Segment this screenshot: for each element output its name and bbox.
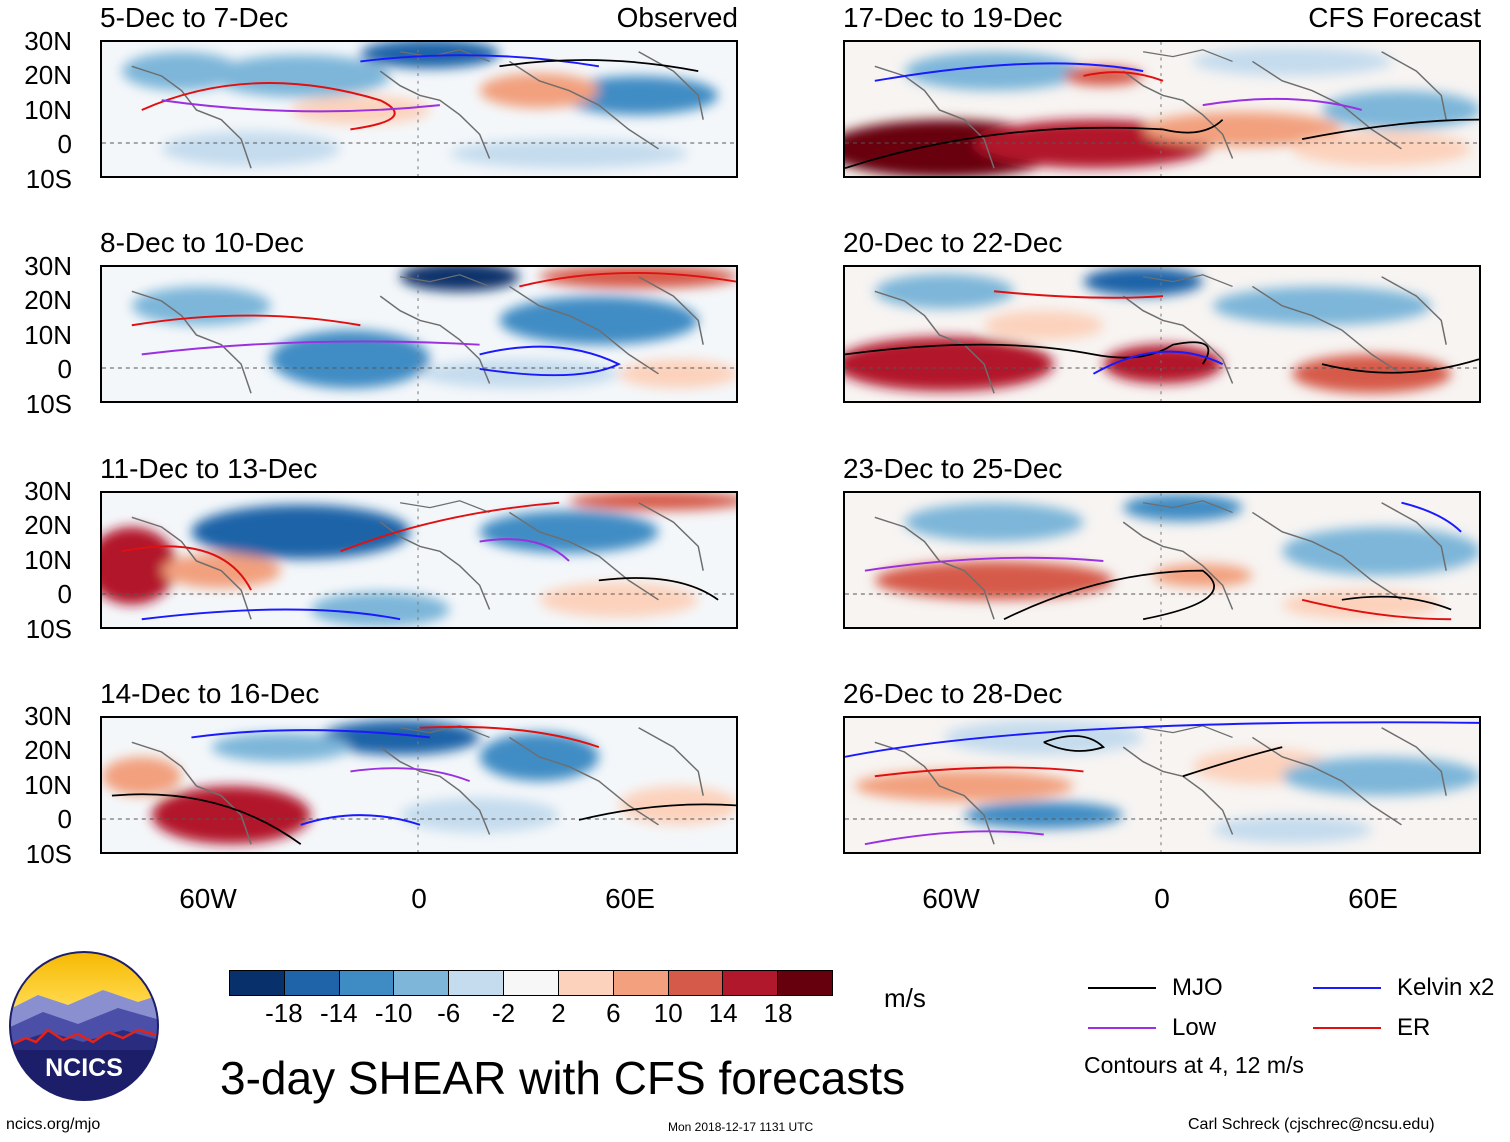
map-panel-right-3: 23-Dec to 25-Dec [843,453,1481,629]
colorbar-tick: -14 [320,998,358,1028]
panel-title: 14-Dec to 16-Dec [100,678,320,709]
panel-title: 17-Dec to 19-Dec [843,2,1063,33]
lon-tick: 60E [1348,883,1398,914]
colorbar-tick: 14 [708,998,738,1028]
colorbar-swatch [338,971,394,995]
map-panel-left-3: 11-Dec to 13-Dec [100,453,738,629]
shear-map [100,716,738,854]
colorbar [229,970,833,996]
logo-text: NCICS [45,1054,123,1082]
colorbar-tick: -6 [437,998,461,1028]
legend-line [1088,987,1156,989]
lat-tick: 20N [24,510,72,540]
panel-title: 26-Dec to 28-Dec [843,678,1063,709]
lon-tick: 0 [1154,883,1170,914]
colorbar-swatch [777,971,832,995]
colorbar-swatch [722,971,778,995]
colorbar-tick: 2 [551,998,566,1028]
footer-timestamp: Mon 2018-12-17 1131 UTC [668,1120,814,1134]
footer-link[interactable]: ncics.org/mjo [6,1116,101,1133]
colorbar-swatch [667,971,723,995]
colorbar-tick: 18 [763,998,793,1028]
map-panel-right-4: 26-Dec to 28-Dec [843,678,1481,854]
lat-tick: 20N [24,285,72,315]
map-panel-right-1: 17-Dec to 19-Dec CFS Forecast [843,2,1481,178]
panel-title: 20-Dec to 22-Dec [843,227,1063,258]
panel-title: 8-Dec to 10-Dec [100,227,304,258]
lon-tick: 60W [179,883,237,914]
legend-line [1313,1027,1381,1029]
legend-label: Low [1172,1014,1217,1041]
map-panel-right-2: 20-Dec to 22-Dec [843,227,1481,403]
footer-credit: Carl Schreck (cjschrec@ncsu.edu) [1188,1116,1435,1133]
forecast-label: CFS Forecast [1308,2,1481,33]
lat-tick: 10N [24,320,72,350]
colorbar-tick: 6 [606,998,621,1028]
colorbar-swatch [557,971,613,995]
map-panel-left-4: 14-Dec to 16-Dec [100,678,738,854]
lat-tick: 0 [57,804,72,834]
ncics-logo[interactable]: NCICS [8,950,160,1102]
shear-map [843,491,1481,629]
lat-tick: 30N [24,26,72,56]
colorbar-units: m/s [884,983,926,1013]
lat-tick: 10N [24,95,72,125]
lon-tick: 60W [922,883,980,914]
observed-label: Observed [616,2,738,33]
panel-title: 11-Dec to 13-Dec [100,453,318,484]
shear-map [100,40,738,178]
lat-tick: 30N [24,701,72,731]
colorbar-swatch [283,971,339,995]
colorbar-swatch [503,971,558,995]
shear-map [843,716,1481,854]
lon-tick: 0 [411,883,427,914]
main-title: 3-day SHEAR with CFS forecasts [220,1052,906,1104]
legend-label: MJO [1172,974,1223,1001]
lat-tick: 30N [24,251,72,281]
lat-tick: 0 [57,354,72,384]
shear-map [100,491,738,629]
shear-map [843,40,1481,178]
colorbar-tick: 10 [653,998,683,1028]
colorbar-swatch [612,971,668,995]
colorbar-swatch [230,971,284,995]
colorbar-swatch [448,971,504,995]
lat-tick: 0 [57,579,72,609]
lat-tick: 10S [25,164,72,194]
legend-low: Low [1088,1014,1216,1042]
lat-tick: 10S [25,614,72,644]
colorbar-tick: -2 [491,998,516,1028]
colorbar-tick: -10 [374,998,413,1028]
legend-label: ER [1397,1014,1431,1041]
lat-tick: 30N [24,476,72,506]
contours-note: Contours at 4, 12 m/s [1084,1052,1304,1078]
shear-map [843,265,1481,403]
lon-tick: 60E [605,883,655,914]
lat-tick: 20N [24,735,72,765]
legend-kelvin: Kelvin x2 [1313,974,1494,1002]
legend-line [1313,987,1381,989]
map-panel-left-2: 8-Dec to 10-Dec [100,227,738,403]
lat-tick: 10S [25,839,72,869]
panel-title: 5-Dec to 7-Dec [100,2,289,33]
colorbar-tick: -18 [265,998,303,1028]
legend-mjo: MJO [1088,974,1223,1002]
legend-label: Kelvin x2 [1397,974,1495,1001]
legend-line [1088,1027,1156,1029]
colorbar-swatch [393,971,449,995]
lat-tick: 20N [24,60,72,90]
panel-title: 23-Dec to 25-Dec [843,453,1063,484]
lat-tick: 10S [25,389,72,419]
lat-tick: 10N [24,770,72,800]
lat-tick: 0 [57,129,72,159]
shear-map [100,265,738,403]
map-panel-left-1: 5-Dec to 7-Dec Observed [100,2,738,178]
legend-er: ER [1313,1014,1430,1042]
lat-tick: 10N [24,545,72,575]
